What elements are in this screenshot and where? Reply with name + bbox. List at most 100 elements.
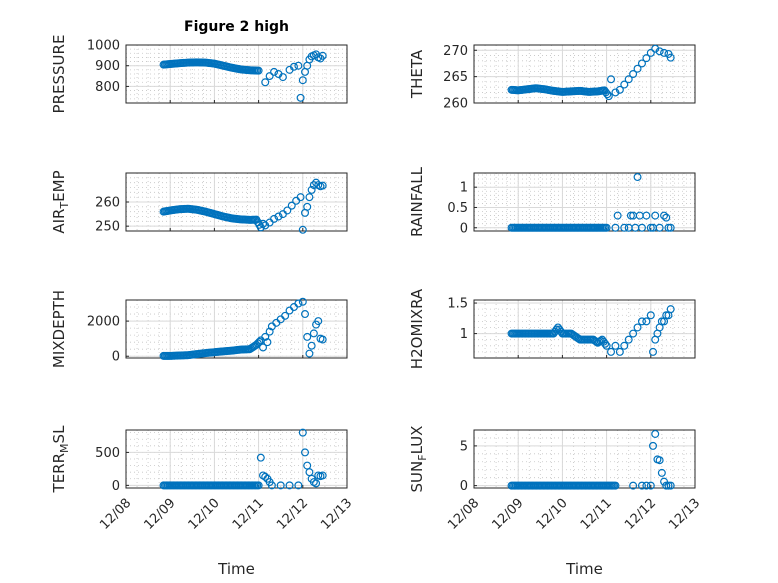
y-tick-label: 270 xyxy=(443,44,468,59)
data-point xyxy=(657,468,666,477)
data-point xyxy=(637,481,646,490)
data-point xyxy=(318,181,327,190)
data-point xyxy=(259,343,268,352)
y-axis-label: H2OMIXRA xyxy=(408,288,426,369)
data-point xyxy=(662,311,671,320)
data-point xyxy=(620,80,629,89)
data-point xyxy=(642,481,651,490)
data-point xyxy=(666,481,675,490)
y-tick-label: 1.5 xyxy=(447,297,468,312)
data-point xyxy=(298,225,307,234)
y-tick-label: 800 xyxy=(95,80,120,95)
data-point xyxy=(261,332,270,341)
y-label-subscript: F xyxy=(416,454,429,460)
data-point xyxy=(637,223,646,232)
data-point xyxy=(607,347,616,356)
figure-title: Figure 2 high xyxy=(184,19,289,35)
data-point xyxy=(303,202,312,211)
y-axis-label: RAINFALL xyxy=(408,166,426,237)
axes-box xyxy=(125,299,348,359)
data-point xyxy=(664,223,673,232)
y-tick-label: 265 xyxy=(443,70,468,85)
data-point xyxy=(552,325,561,334)
data-point xyxy=(267,481,276,490)
data-point xyxy=(633,323,642,332)
data-point xyxy=(666,53,675,62)
y-tick-label: 250 xyxy=(95,220,120,235)
data-point xyxy=(305,193,314,202)
y-tick-label: 5 xyxy=(460,439,468,454)
data-point xyxy=(294,61,303,70)
subplot-air_temp: 250 260 AIRTEMP xyxy=(50,170,348,235)
data-point xyxy=(296,93,305,102)
data-point xyxy=(294,481,303,490)
data-point xyxy=(254,66,263,75)
data-point xyxy=(611,481,620,490)
data-point xyxy=(270,67,279,76)
data-point xyxy=(276,481,285,490)
data-point xyxy=(629,481,638,490)
y-label-tail: EMP xyxy=(50,170,68,201)
data-point xyxy=(646,223,655,232)
axes-box xyxy=(125,44,348,104)
y-label-main: AIR xyxy=(50,209,68,234)
data-point xyxy=(289,62,298,71)
data-point xyxy=(633,64,642,73)
y-label-main: MIXDEPTH xyxy=(50,290,68,368)
y-label-main: PRESSURE xyxy=(50,35,68,114)
y-label-subscript: M xyxy=(58,443,71,453)
data-point xyxy=(651,211,660,220)
axes-box xyxy=(473,44,696,104)
y-tick-label: 0 xyxy=(112,479,120,494)
data-point xyxy=(649,347,658,356)
data-point xyxy=(312,479,321,488)
data-point xyxy=(318,471,327,480)
data-point xyxy=(298,76,307,85)
y-tick-label: 2000 xyxy=(87,315,120,330)
y-tick-label: 0 xyxy=(112,350,120,365)
data-point xyxy=(637,59,646,68)
y-label-tail: LUX xyxy=(408,426,426,455)
data-point xyxy=(285,481,294,490)
data-point xyxy=(624,335,633,344)
data-point xyxy=(261,472,270,481)
data-point xyxy=(611,341,620,350)
subplot-rainfall: 0 0.5 1 RAINFALL xyxy=(408,166,696,237)
data-point xyxy=(642,211,651,220)
y-tick-label: 1 xyxy=(460,181,468,196)
data-point xyxy=(307,185,316,194)
y-label-tail: SL xyxy=(50,425,68,444)
y-axis-label: SUNFLUX xyxy=(408,426,429,493)
data-point xyxy=(263,338,272,347)
y-label-main: H2OMIXRA xyxy=(408,288,426,369)
data-point xyxy=(602,341,611,350)
data-point xyxy=(265,327,274,336)
data-point xyxy=(629,329,638,338)
data-point xyxy=(283,206,292,215)
y-axis-label: AIRTEMP xyxy=(50,170,71,233)
data-point xyxy=(604,92,613,101)
axes-box xyxy=(473,299,696,359)
y-tick-label: 1000 xyxy=(87,39,120,54)
y-tick-label: 260 xyxy=(95,196,120,211)
data-point xyxy=(646,311,655,320)
subplot-pressure: 800 900 1000 PRESSURE Figure 2 high xyxy=(50,19,348,114)
data-point xyxy=(666,305,675,314)
y-tick-label: 900 xyxy=(95,59,120,74)
y-label-subscript: T xyxy=(58,202,71,210)
data-point xyxy=(298,428,307,437)
data-point xyxy=(254,481,263,490)
data-point xyxy=(601,339,610,348)
data-point xyxy=(633,173,642,182)
data-point xyxy=(626,211,635,220)
y-label-main: RAINFALL xyxy=(408,166,426,237)
data-point xyxy=(270,214,279,223)
data-point xyxy=(624,75,633,84)
data-point xyxy=(655,47,664,56)
data-point xyxy=(637,317,646,326)
x-axis-label: Time xyxy=(565,560,603,578)
data-point xyxy=(261,78,270,87)
subplot-h2omixra: 1 1.5 H2OMIXRA xyxy=(408,288,696,369)
data-point xyxy=(660,477,669,486)
